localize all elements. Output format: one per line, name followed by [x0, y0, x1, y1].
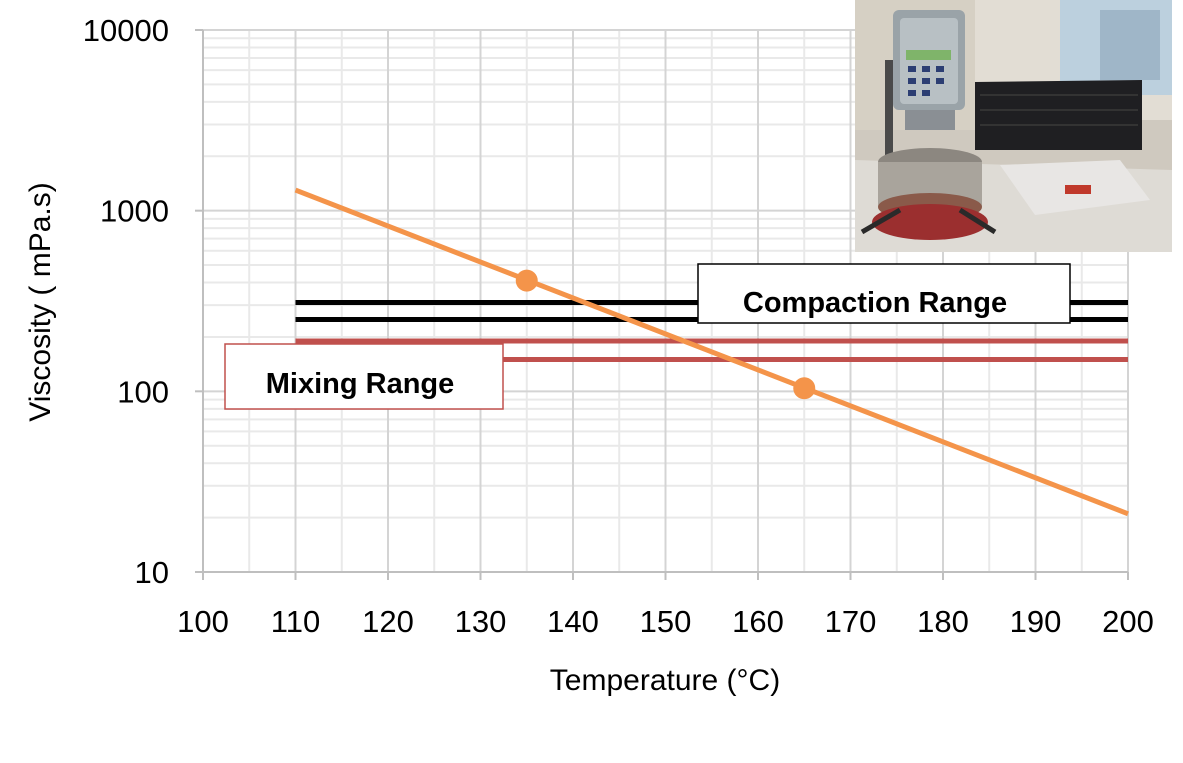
y-axis-title: Viscosity ( mPa.s) — [24, 182, 57, 422]
x-tick-label: 140 — [547, 604, 599, 639]
y-tick-label: 10000 — [83, 13, 169, 48]
y-tick-label: 1000 — [100, 194, 169, 229]
x-tick-label: 190 — [1010, 604, 1062, 639]
viscometer-photo — [855, 0, 1172, 252]
compaction-range-label: Compaction Range — [697, 263, 1071, 324]
x-tick-label: 110 — [271, 604, 320, 639]
tick-labels: 100 110 120 130 140 150 160 170 180 190 2001010010… — [83, 13, 1154, 639]
x-tick-label: 130 — [455, 604, 507, 639]
viscosity-point — [793, 377, 816, 400]
axes — [195, 29, 1129, 580]
x-tick-label: 100 — [177, 604, 229, 639]
x-tick-label: 160 — [732, 604, 784, 639]
series-layer — [294, 187, 1129, 517]
viscosity-line — [294, 187, 1129, 517]
x-tick-label: 200 — [1102, 604, 1154, 639]
x-tick-label: 120 — [362, 604, 414, 639]
viscosity-point — [515, 269, 538, 292]
compaction-range-text: Compaction Range — [743, 287, 1007, 319]
mixing-range-text: Mixing Range — [266, 368, 455, 400]
mixing-range-label: Mixing Range — [224, 343, 504, 410]
x-axis-title: Temperature (°C) — [550, 664, 780, 697]
x-tick-label: 170 — [825, 604, 877, 639]
y-tick-label: 100 — [117, 374, 169, 409]
x-tick-label: 180 — [917, 604, 969, 639]
y-tick-label: 10 — [135, 555, 169, 590]
x-tick-label: 150 — [640, 604, 692, 639]
